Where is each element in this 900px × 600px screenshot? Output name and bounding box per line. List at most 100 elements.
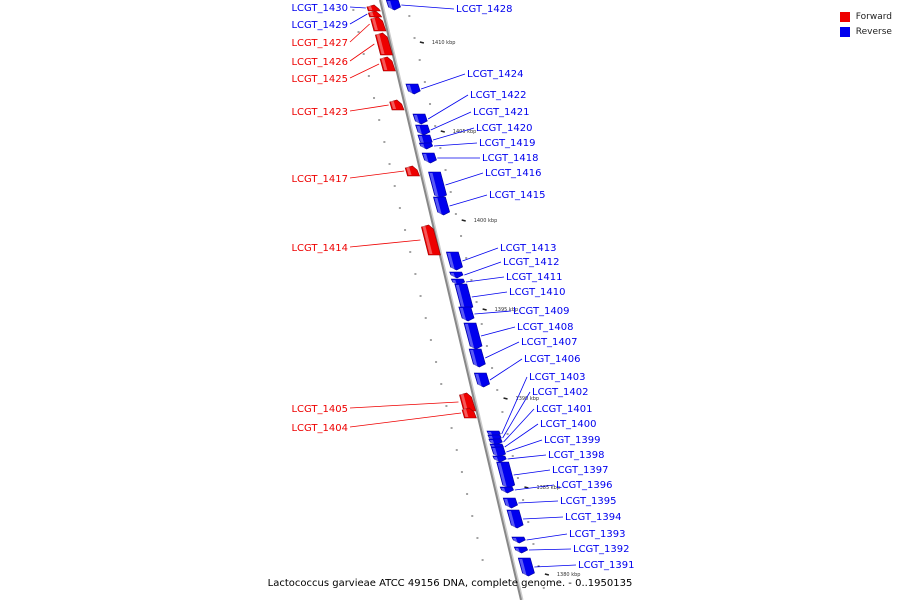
gene-label[interactable]: LCGT_1409 (513, 306, 570, 317)
gene-highlight (376, 34, 385, 54)
gene-lcgt-1430[interactable] (366, 4, 381, 12)
gene-lcgt-1428[interactable] (385, 0, 401, 11)
gene-label[interactable]: LCGT_1414 (291, 243, 348, 254)
label-leader (401, 4, 455, 10)
gene-label[interactable]: LCGT_1399 (544, 435, 601, 446)
gene-lcgt-1392[interactable] (513, 546, 529, 554)
gene-label[interactable]: LCGT_1413 (500, 243, 557, 254)
gene-lcgt-1407[interactable] (468, 348, 486, 368)
reverse-swatch (839, 26, 850, 37)
scale-tick-mark (544, 573, 550, 576)
label-leader (471, 291, 508, 298)
gene-lcgt-1391[interactable] (517, 557, 535, 577)
gene-lcgt-1401[interactable] (488, 438, 503, 446)
gene-label[interactable]: LCGT_1408 (517, 322, 574, 333)
label-leader (485, 341, 520, 359)
label-leader (514, 484, 555, 491)
gene-lcgt-1411[interactable] (450, 278, 466, 286)
gene-lcgt-1417[interactable] (404, 165, 420, 177)
gene-label[interactable]: LCGT_1418 (482, 153, 539, 164)
gene-label[interactable]: LCGT_1397 (552, 465, 609, 476)
gene-lcgt-1419[interactable] (418, 142, 434, 150)
gene-lcgt-1395[interactable] (502, 497, 518, 509)
gene-lcgt-1393[interactable] (511, 536, 526, 544)
gene-label[interactable]: LCGT_1411 (506, 272, 563, 283)
gene-label[interactable]: LCGT_1405 (291, 404, 348, 415)
gene-lcgt-1405[interactable] (459, 392, 477, 412)
gene-lcgt-1416[interactable] (428, 171, 447, 199)
gene-label[interactable]: LCGT_1426 (291, 57, 348, 68)
label-leader (432, 127, 475, 141)
gene-label[interactable]: LCGT_1415 (489, 190, 546, 201)
gene-lcgt-1423[interactable] (389, 99, 405, 111)
gene-label[interactable]: LCGT_1402 (532, 387, 589, 398)
gene-lcgt-1409[interactable] (458, 306, 475, 322)
gene-lcgt-1394[interactable] (506, 509, 524, 529)
gene-label[interactable]: LCGT_1422 (470, 90, 527, 101)
gene-label[interactable]: LCGT_1425 (291, 74, 348, 85)
gene-lcgt-1415[interactable] (433, 196, 450, 216)
label-leader (506, 439, 543, 453)
gene-label[interactable]: LCGT_1417 (291, 174, 348, 185)
scale-ticks: 1410 kbp 1405 kbp 1400 kbp 1395 kbp 1390 kbp… (352, 9, 580, 589)
gene-label[interactable]: LCGT_1403 (529, 372, 586, 383)
gene-highlight (418, 136, 425, 144)
gene-lcgt-1425[interactable] (379, 56, 396, 72)
gene-lcgt-1418[interactable] (421, 152, 437, 164)
scale-tick-mark (524, 486, 529, 489)
gene-lcgt-1422[interactable] (412, 113, 428, 125)
gene-lcgt-1426[interactable] (374, 32, 393, 56)
gene-label[interactable]: LCGT_1419 (479, 138, 536, 149)
gene-label[interactable]: LCGT_1428 (456, 4, 513, 15)
gene-lcgt-1396[interactable] (499, 486, 514, 494)
gene-lcgt-1427[interactable] (370, 16, 387, 32)
label-leader (349, 401, 459, 409)
gene-lcgt-1414[interactable] (421, 224, 441, 256)
gene-label[interactable]: LCGT_1423 (291, 107, 348, 118)
gene-label[interactable]: LCGT_1396 (556, 480, 613, 491)
gene-lcgt-1406[interactable] (473, 372, 490, 388)
gene-label[interactable]: LCGT_1392 (573, 544, 630, 555)
gene-highlight (450, 273, 456, 277)
gene-lcgt-1412[interactable] (449, 271, 464, 279)
label-leader (503, 408, 535, 443)
gene-lcgt-1404[interactable] (461, 407, 477, 419)
gene-label[interactable]: LCGT_1406 (524, 354, 581, 365)
gene-label[interactable]: LCGT_1391 (578, 560, 635, 571)
gene-label[interactable]: LCGT_1429 (291, 20, 348, 31)
gene-lcgt-1429[interactable] (367, 10, 383, 18)
gene-label[interactable]: LCGT_1410 (509, 287, 566, 298)
gene-label[interactable]: LCGT_1404 (291, 423, 348, 434)
gene-lcgt-1413[interactable] (445, 251, 463, 271)
label-leader (504, 423, 539, 448)
gene-label[interactable]: LCGT_1430 (291, 3, 348, 14)
gene-label[interactable]: LCGT_1401 (536, 404, 593, 415)
gene-highlight (489, 440, 495, 444)
label-leader (349, 170, 405, 179)
gene-label[interactable]: LCGT_1420 (476, 123, 533, 134)
gene-lcgt-1398[interactable] (492, 455, 507, 463)
gene-label[interactable]: LCGT_1400 (540, 419, 597, 430)
gene-highlight (507, 511, 516, 527)
gene-highlight (464, 324, 475, 348)
gene-lcgt-1408[interactable] (463, 322, 483, 350)
gene-label[interactable]: LCGT_1398 (548, 450, 605, 461)
gene-label[interactable]: LCGT_1424 (467, 69, 524, 80)
gene-features (366, 0, 535, 577)
gene-lcgt-1424[interactable] (405, 83, 421, 95)
label-leader (349, 63, 380, 79)
gene-lcgt-1397[interactable] (496, 461, 516, 489)
gene-label[interactable]: LCGT_1393 (569, 529, 626, 540)
gene-lcgt-1399[interactable] (490, 446, 506, 458)
gene-lcgt-1421[interactable] (415, 124, 431, 136)
gene-highlight (497, 463, 507, 487)
gene-label[interactable]: LCGT_1427 (291, 38, 348, 49)
gene-label[interactable]: LCGT_1395 (560, 496, 617, 507)
label-leader (528, 548, 572, 551)
gene-label[interactable]: LCGT_1407 (521, 337, 578, 348)
gene-label[interactable]: LCGT_1421 (473, 107, 530, 118)
scale-tick-label: 1385 kbp (536, 485, 560, 491)
gene-label[interactable]: LCGT_1416 (485, 168, 542, 179)
gene-label[interactable]: LCGT_1394 (565, 512, 622, 523)
gene-label[interactable]: LCGT_1412 (503, 257, 560, 268)
